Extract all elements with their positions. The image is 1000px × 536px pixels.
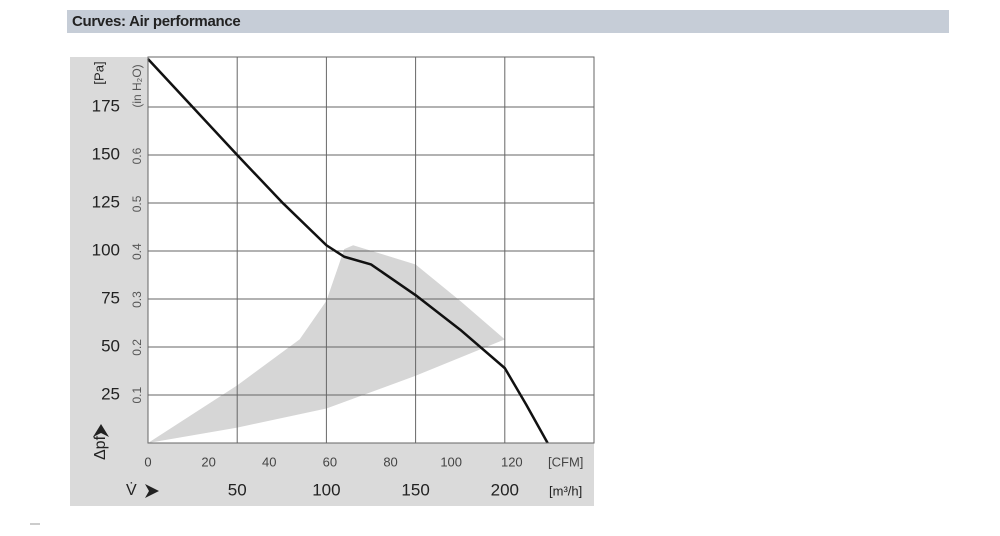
x-tick-label: 50 [228, 480, 247, 499]
x2-tick-label: 120 [501, 454, 523, 469]
x2-tick-label: 60 [323, 454, 337, 469]
header-bar [67, 10, 949, 33]
y-tick-label: 25 [101, 384, 120, 403]
x2-label: [CFM] [548, 454, 583, 469]
x-tick-label: 150 [401, 480, 429, 499]
header-title: Curves: Air performance [72, 13, 240, 30]
y2-tick-label: 0.1 [130, 387, 144, 404]
y2-tick-label: 0.4 [130, 243, 144, 260]
x2-tick-label: 40 [262, 454, 276, 469]
x2-tick-label: 100 [440, 454, 462, 469]
plot-border [147, 56, 595, 444]
x2-tick-label: 80 [383, 454, 397, 469]
y-tick-label: 175 [92, 96, 120, 115]
y-tick-label: 50 [101, 336, 120, 355]
x2-tick-label: 20 [201, 454, 215, 469]
x-tick-label: 200 [491, 480, 519, 499]
x-label: [m³/h] [549, 483, 582, 498]
y-arrow [93, 424, 109, 437]
y-label: [Pa] [91, 61, 106, 84]
y2-tick-label: 0.2 [130, 339, 144, 356]
x-arrow [145, 484, 159, 498]
y2-tick-label: 0.6 [130, 147, 144, 164]
x2-tick-label: 0 [144, 454, 151, 469]
y2-tick-label: 0.3 [130, 291, 144, 308]
y-tick-label: 125 [92, 192, 120, 211]
plot [147, 57, 594, 444]
performance-curve [147, 58, 549, 444]
y2-tick-label: 0.5 [130, 195, 144, 212]
y2-label: (in H₂O) [130, 64, 144, 107]
y-tick-label: 150 [92, 144, 120, 163]
y-tick-label: 75 [101, 288, 120, 307]
x-tick-label: 100 [312, 480, 340, 499]
y-axis-symbol: Δpf [92, 435, 109, 460]
y-tick-label: 100 [92, 240, 120, 259]
x-axis-symbol: V̇ [126, 481, 137, 499]
